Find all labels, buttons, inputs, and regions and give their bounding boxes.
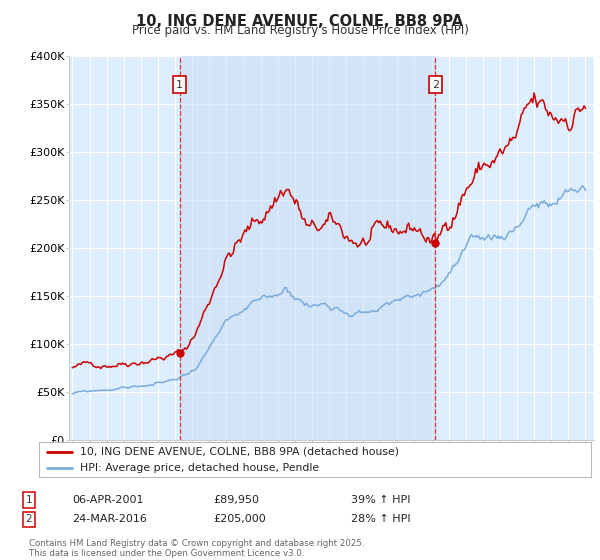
Text: 28% ↑ HPI: 28% ↑ HPI [351, 514, 410, 524]
Text: £89,950: £89,950 [213, 495, 259, 505]
Text: 1: 1 [25, 495, 32, 505]
Bar [179, 56, 436, 440]
Text: 24-MAR-2016: 24-MAR-2016 [72, 514, 147, 524]
Text: 06-APR-2001: 06-APR-2001 [72, 495, 143, 505]
Text: £205,000: £205,000 [213, 514, 266, 524]
Text: Contains HM Land Registry data © Crown copyright and database right 2025.
This d: Contains HM Land Registry data © Crown c… [29, 539, 364, 558]
Text: 2: 2 [432, 80, 439, 90]
Text: 39% ↑ HPI: 39% ↑ HPI [351, 495, 410, 505]
Text: Price paid vs. HM Land Registry's House Price Index (HPI): Price paid vs. HM Land Registry's House … [131, 24, 469, 37]
Text: 10, ING DENE AVENUE, COLNE, BB8 9PA: 10, ING DENE AVENUE, COLNE, BB8 9PA [136, 14, 464, 29]
Text: HPI: Average price, detached house, Pendle: HPI: Average price, detached house, Pend… [80, 463, 320, 473]
Text: 1: 1 [176, 80, 183, 90]
Text: 2: 2 [25, 514, 32, 524]
Text: 10, ING DENE AVENUE, COLNE, BB8 9PA (detached house): 10, ING DENE AVENUE, COLNE, BB8 9PA (det… [80, 447, 400, 457]
